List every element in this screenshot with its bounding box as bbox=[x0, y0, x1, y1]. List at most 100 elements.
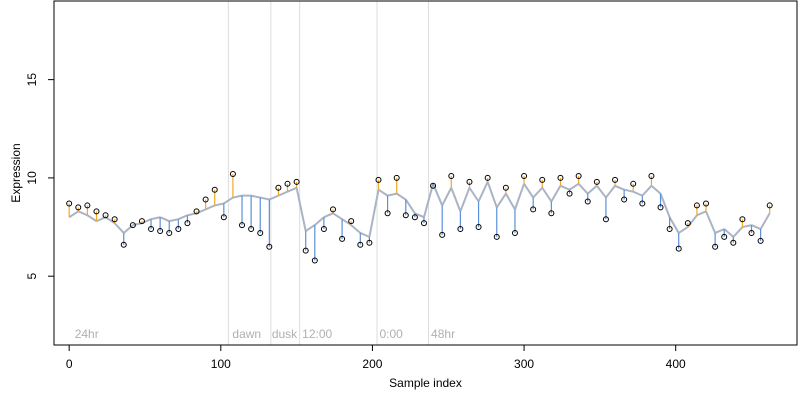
data-point bbox=[621, 196, 628, 203]
trend-line-segment bbox=[159, 216, 170, 223]
data-point bbox=[375, 176, 382, 183]
data-point bbox=[666, 226, 673, 233]
trend-line-segment bbox=[150, 216, 161, 221]
data-point bbox=[730, 239, 737, 246]
trend-line-segment bbox=[278, 190, 288, 197]
data-point bbox=[202, 196, 209, 203]
trend-line-segment bbox=[404, 198, 416, 214]
trend-line-segment bbox=[113, 222, 125, 234]
x-tick-label: 100 bbox=[211, 357, 231, 371]
data-point bbox=[657, 204, 664, 211]
trend-line-segment bbox=[223, 196, 234, 205]
x-axis-label: Sample index bbox=[389, 376, 462, 390]
data-point bbox=[693, 202, 700, 209]
x-tick-label: 400 bbox=[666, 357, 686, 371]
trend-line-segment bbox=[123, 224, 134, 234]
data-point bbox=[475, 224, 482, 231]
trend-line-segment bbox=[196, 208, 207, 215]
x-tick-label: 200 bbox=[362, 357, 382, 371]
data-point bbox=[239, 222, 246, 229]
y-tick-label: 15 bbox=[25, 73, 39, 87]
data-point bbox=[602, 216, 609, 223]
trend-line-segment bbox=[523, 183, 534, 199]
trend-line-segment bbox=[305, 224, 316, 232]
trend-line-segment bbox=[759, 212, 771, 230]
data-point bbox=[120, 241, 127, 248]
data-point bbox=[511, 229, 518, 236]
trend-line-segment bbox=[486, 181, 498, 208]
data-point bbox=[411, 214, 418, 221]
data-point bbox=[484, 174, 491, 181]
trend-line-segment bbox=[287, 186, 298, 193]
trend-line-segment bbox=[377, 188, 389, 197]
trend-line-segment bbox=[641, 185, 653, 197]
data-point bbox=[229, 170, 236, 177]
data-point bbox=[211, 186, 218, 193]
data-point bbox=[157, 227, 164, 234]
data-point bbox=[393, 174, 400, 181]
trend-line-segment bbox=[587, 185, 598, 195]
trend-line-segment bbox=[459, 187, 471, 212]
data-point bbox=[739, 216, 746, 223]
trend-line-segment bbox=[668, 216, 680, 234]
trend-line-segment bbox=[596, 185, 607, 199]
trend-line-segment bbox=[614, 184, 625, 191]
trend-line-segment bbox=[605, 185, 616, 199]
plot-frame bbox=[53, 0, 798, 346]
trend-line-segment bbox=[232, 194, 243, 199]
data-point bbox=[648, 172, 655, 179]
trend-line-segment bbox=[450, 187, 462, 212]
data-point bbox=[639, 200, 646, 207]
trend-line-segment bbox=[623, 188, 634, 193]
phase-label: dusk bbox=[272, 327, 298, 341]
trend-line-segment bbox=[514, 183, 526, 210]
data-point bbox=[111, 216, 118, 223]
data-point bbox=[257, 229, 264, 236]
trend-line-segment bbox=[742, 224, 752, 229]
trend-line-segment bbox=[359, 232, 370, 238]
y-axis: 5 10 15 bbox=[25, 73, 55, 280]
trend-line-segment bbox=[260, 196, 270, 201]
trend-line-segment bbox=[696, 210, 707, 217]
trend-line-segment bbox=[569, 182, 580, 191]
data-points bbox=[66, 170, 773, 264]
data-point bbox=[138, 218, 145, 225]
trend-line-segment bbox=[751, 224, 762, 230]
data-point bbox=[521, 172, 528, 179]
data-point bbox=[66, 200, 73, 207]
trend-line-segment bbox=[441, 187, 453, 206]
data-point bbox=[384, 210, 391, 217]
trend-line-segment bbox=[332, 212, 343, 221]
trend-line-segment bbox=[432, 183, 444, 206]
x-tick-label: 0 bbox=[66, 357, 73, 371]
trend-line-segment bbox=[396, 192, 407, 201]
phase-boundary-lines bbox=[227, 1, 430, 345]
trend-line-segment bbox=[205, 204, 216, 211]
data-point bbox=[766, 202, 773, 209]
trend-line-segment bbox=[387, 192, 397, 197]
phase-label: dawn bbox=[232, 327, 261, 341]
trend-line-segment bbox=[214, 202, 225, 207]
trend-line-segment bbox=[659, 193, 671, 218]
data-point bbox=[84, 202, 91, 209]
data-point bbox=[712, 243, 719, 250]
data-point bbox=[266, 243, 273, 250]
phase-label: 48hr bbox=[431, 327, 455, 341]
trend-line-segment bbox=[323, 212, 334, 219]
data-point bbox=[102, 212, 109, 219]
data-point bbox=[339, 235, 346, 242]
trend-line-segment bbox=[268, 194, 279, 201]
data-point bbox=[420, 220, 427, 227]
trend-line-segment bbox=[414, 212, 425, 219]
x-tick-label: 300 bbox=[514, 357, 534, 371]
data-point bbox=[248, 226, 255, 233]
trend-line-segment bbox=[714, 228, 725, 234]
data-point bbox=[129, 222, 136, 229]
data-point bbox=[166, 229, 173, 236]
data-point bbox=[548, 210, 555, 217]
trend-line-segment bbox=[705, 210, 717, 234]
data-point bbox=[175, 226, 182, 233]
data-point bbox=[439, 231, 446, 238]
x-axis: 0 100 200 300 400 bbox=[66, 344, 686, 371]
